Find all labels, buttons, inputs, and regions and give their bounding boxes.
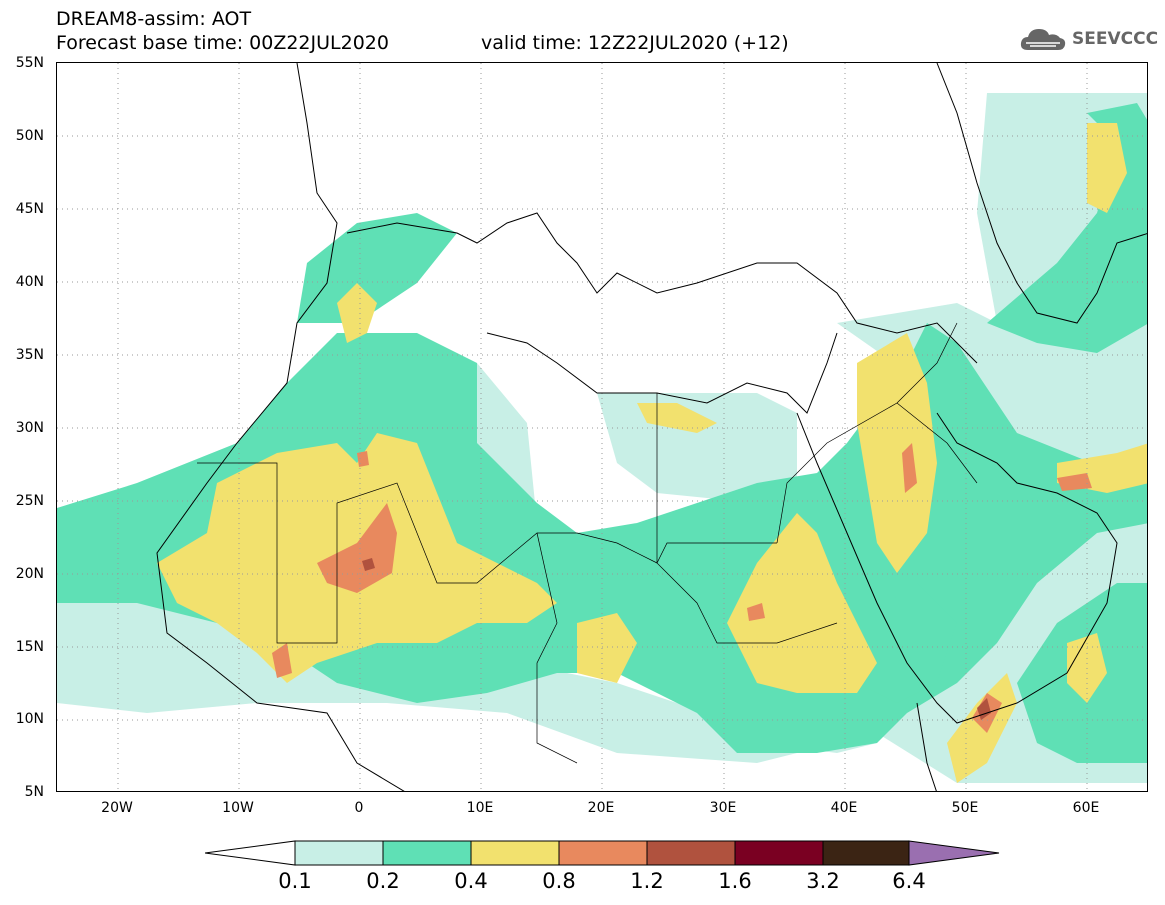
lat-tick: 30N [15, 420, 44, 436]
map-gridlines [57, 63, 1147, 791]
colorbar-swatch [294, 840, 384, 866]
seevccc-logo: SEEVCCC [1018, 24, 1158, 54]
logo-text: SEEVCCC [1072, 29, 1159, 49]
lon-tick: 40E [830, 800, 858, 816]
map-panel [56, 62, 1148, 792]
valid-time: valid time: 12Z22JUL2020 (+12) [481, 32, 789, 54]
colorbar-label: 0.4 [454, 869, 488, 893]
colorbar-swatch [734, 840, 824, 866]
lon-tick: 0 [354, 800, 364, 816]
cloud-icon [1020, 29, 1066, 50]
colorbar-label: 1.6 [718, 869, 752, 893]
colorbar-swatch [382, 840, 472, 866]
colorbar-label: 1.2 [630, 869, 664, 893]
lat-tick: 55N [15, 55, 44, 71]
lon-tick: 30E [709, 800, 737, 816]
lat-tick: 50N [15, 128, 44, 144]
colorbar [205, 840, 1000, 866]
colorbar-swatch [470, 840, 560, 866]
lat-tick: 25N [15, 493, 44, 509]
lat-tick: 40N [15, 274, 44, 290]
colorbar-low-arrow [205, 840, 296, 866]
colorbar-label: 0.1 [278, 869, 312, 893]
colorbar-label: 0.8 [542, 869, 576, 893]
colorbar-label: 6.4 [892, 869, 926, 893]
country-borders [197, 322, 978, 764]
aot-map [57, 63, 1147, 791]
lat-tick: 35N [15, 347, 44, 363]
lon-tick: 60E [1072, 800, 1100, 816]
lat-tick: 45N [15, 201, 44, 217]
lon-tick: 20W [101, 800, 133, 816]
colorbar-swatch [558, 840, 648, 866]
lon-tick: 50E [951, 800, 979, 816]
colorbar-swatch [822, 840, 910, 866]
lon-tick: 20E [587, 800, 615, 816]
colorbar-swatch [646, 840, 736, 866]
lon-tick: 10W [222, 800, 254, 816]
lat-tick: 15N [15, 639, 44, 655]
colorbar-label: 0.2 [366, 869, 400, 893]
colorbar-high-arrow [908, 840, 1000, 866]
lat-tick: 20N [15, 566, 44, 582]
chart-title: DREAM8-assim: AOT [56, 8, 252, 30]
forecast-base-time: Forecast base time: 00Z22JUL2020 [56, 32, 389, 54]
lat-tick: 10N [15, 711, 44, 727]
lat-tick: 5N [24, 784, 44, 800]
lon-tick: 10E [466, 800, 494, 816]
colorbar-label: 3.2 [806, 869, 840, 893]
aot-band-1.2 [362, 558, 991, 720]
